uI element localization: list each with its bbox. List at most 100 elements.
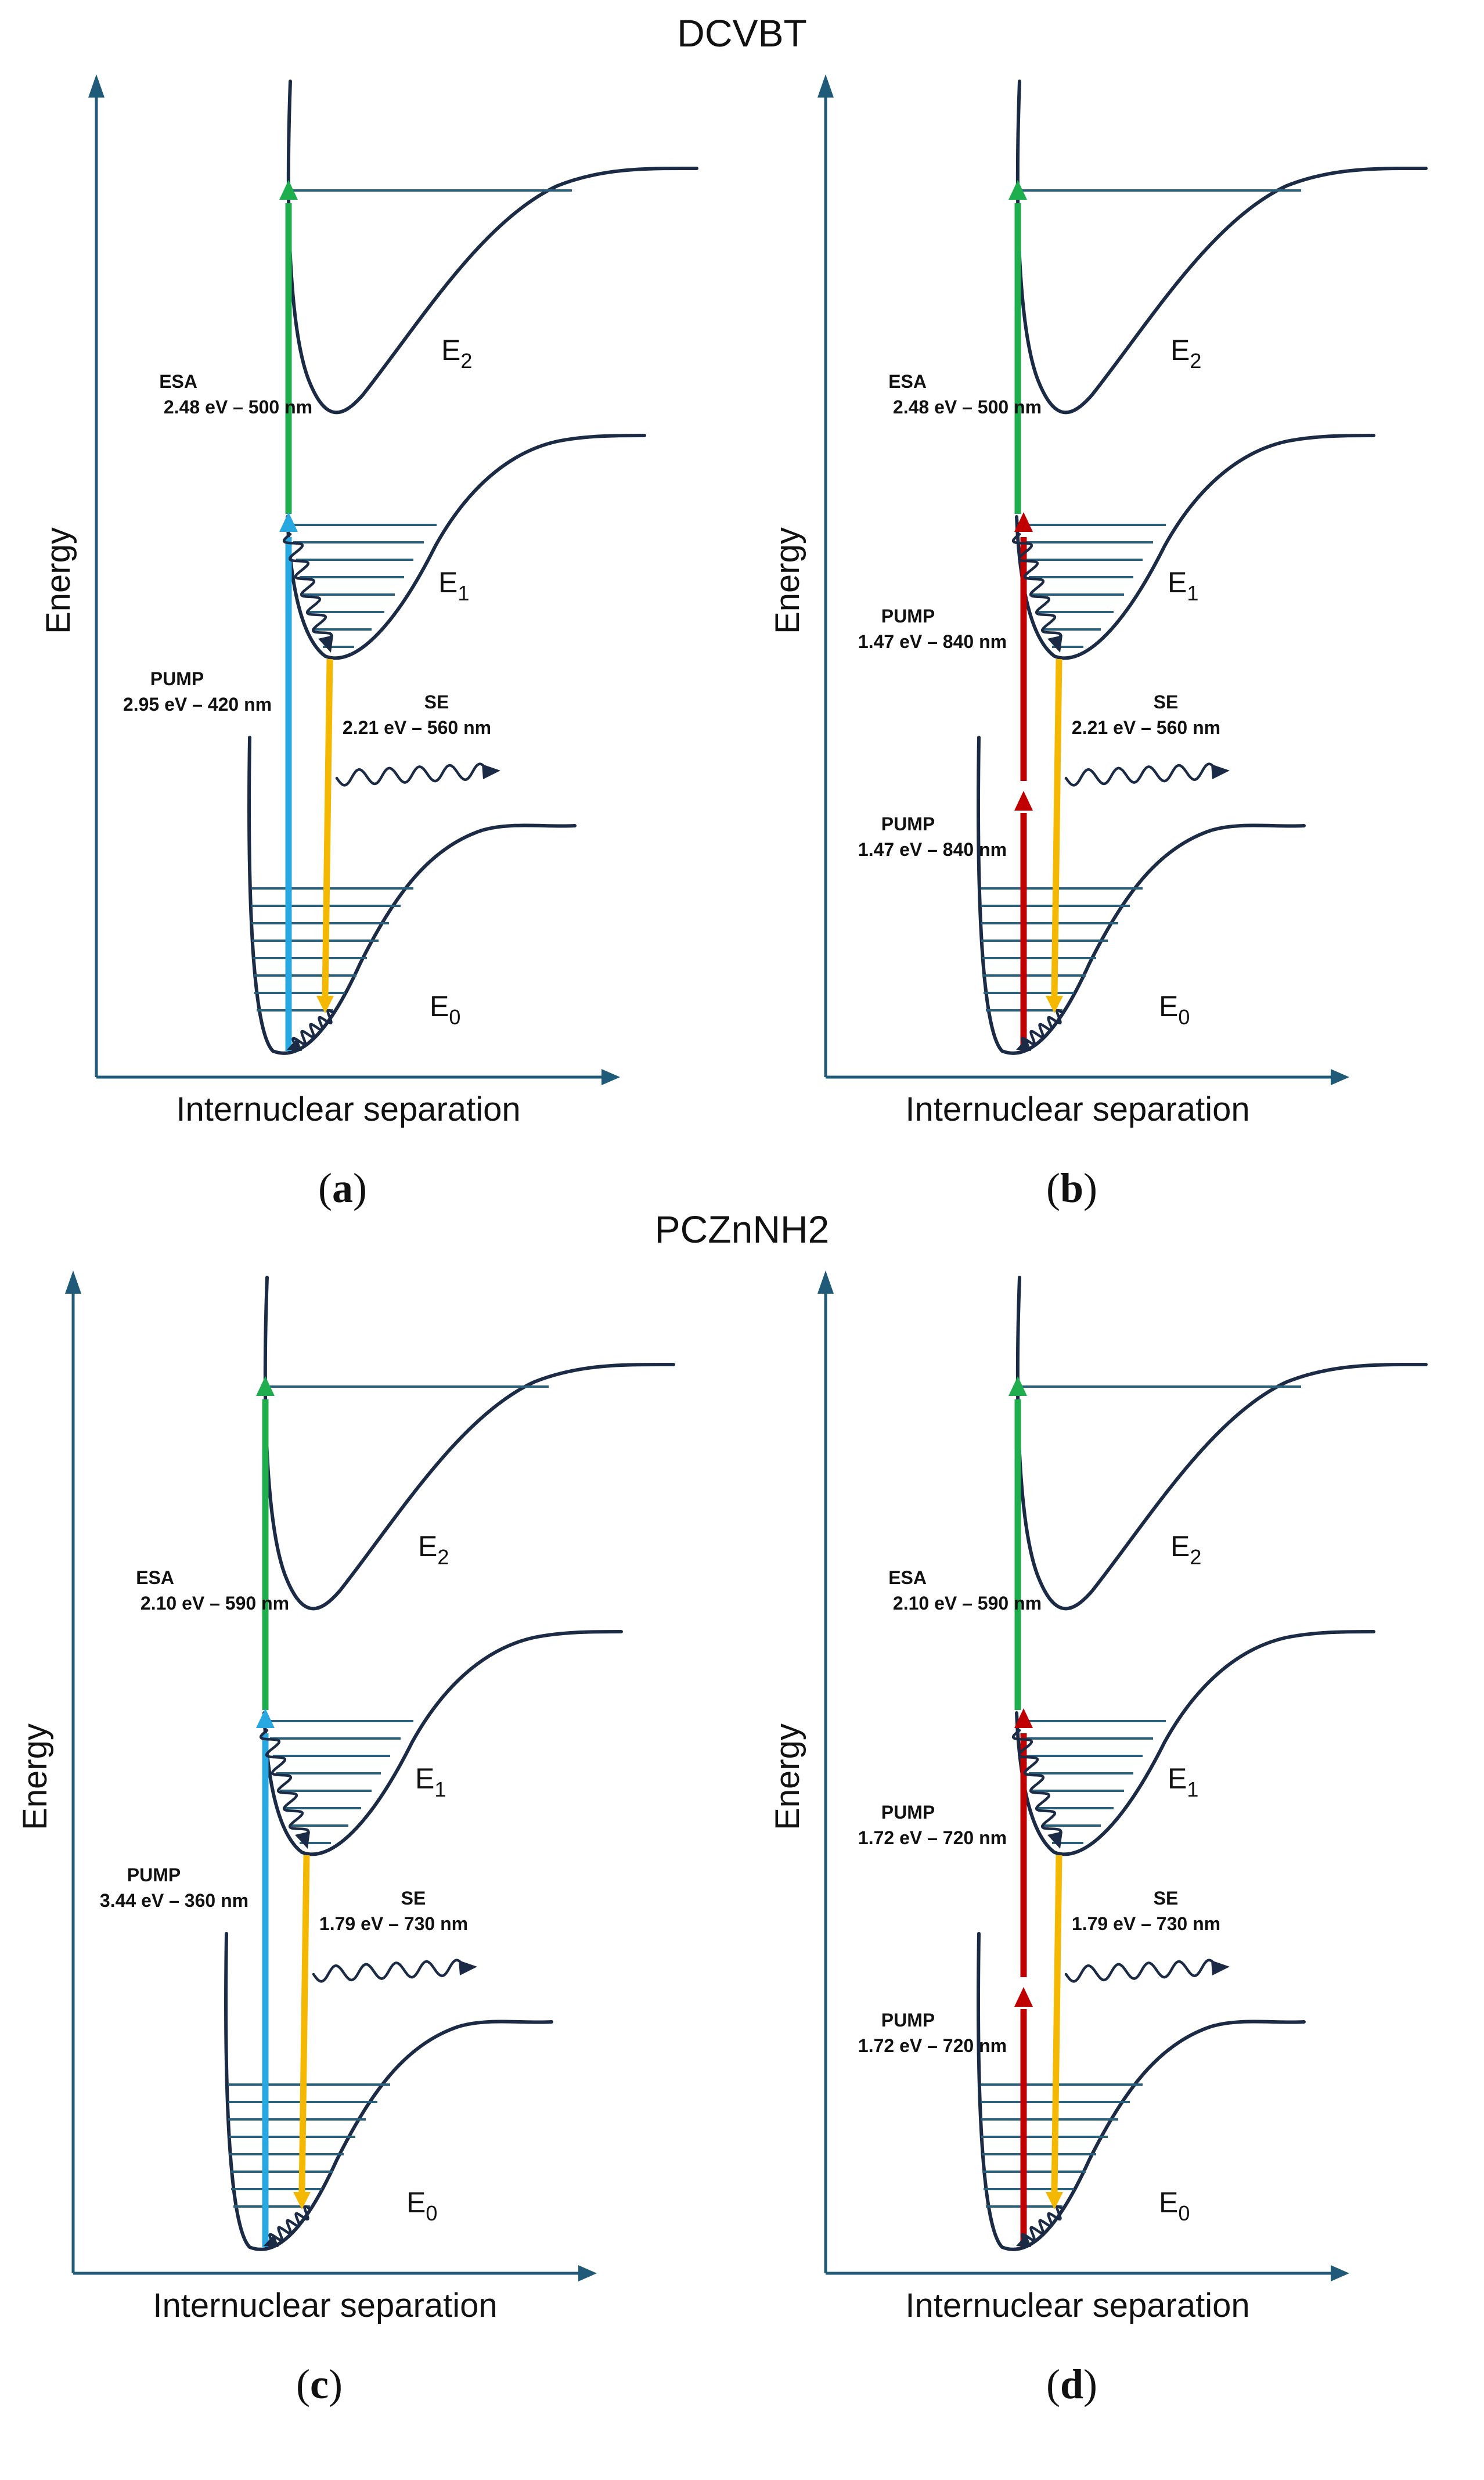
emission-photon-arrow-head [1211, 1960, 1230, 1975]
axes: Energy Internuclear separation [769, 1270, 1349, 2324]
e1-label-letter: E [1168, 1762, 1187, 1795]
panel-caption: (a) [318, 1165, 367, 1211]
se-value: 2.21 eV – 560 nm [1072, 717, 1220, 738]
pump-label: PUMP [127, 1865, 181, 1885]
esa-label: ESA [888, 1567, 927, 1588]
pump-arrow-lower-head [1014, 1987, 1033, 2007]
e2-label: E2 [1170, 334, 1201, 373]
section-title: DCVBT [677, 12, 807, 55]
e0-relaxation-wavy-arrow [1018, 2205, 1065, 2249]
e2-label-letter: E [441, 334, 460, 366]
e1-relaxation-arrow-head [1047, 1831, 1062, 1849]
e1-relaxation-wavy-arrow [1011, 532, 1062, 643]
e0-relaxation-arrow-head [1016, 2234, 1031, 2247]
e1-label-subscript: 1 [458, 581, 469, 605]
caption-letter: c [310, 2361, 329, 2407]
caption-open-paren: ( [1046, 1165, 1060, 1211]
e0-label: E0 [1159, 2186, 1190, 2225]
e1-relaxation-wavy-arrow [1011, 1729, 1062, 1840]
emission-photon-wavy-arrow [335, 762, 489, 787]
e0-label: E0 [1159, 990, 1190, 1029]
e0-label-subscript: 0 [1178, 2201, 1190, 2225]
e0-label-subscript: 0 [426, 2201, 437, 2225]
pump-arrow-upper-head [1014, 1708, 1033, 1728]
e0-potential-curve [977, 736, 1306, 1055]
y-axis-label: Energy [769, 1723, 806, 1830]
e1-relaxation-wavy-arrow [282, 532, 333, 643]
pump-value: 2.95 eV – 420 nm [123, 694, 272, 715]
caption-open-paren: ( [1046, 2361, 1060, 2407]
y-axis-arrow [65, 1270, 81, 1294]
emission-photon-wavy-arrow [1064, 762, 1219, 787]
caption-close-paren: ) [353, 1165, 367, 1211]
emission-photon-wavy-arrow [1064, 1959, 1219, 1983]
e0-potential-curve [224, 1932, 553, 2251]
pump2-value: 1.72 eV – 720 nm [858, 2035, 1007, 2056]
e0-potential-curve [977, 1932, 1306, 2251]
esa-value: 2.48 eV – 500 nm [893, 397, 1042, 417]
emission-photon-wavy-arrow [312, 1959, 466, 1983]
pump-arrow-upper-head [1014, 512, 1033, 532]
caption-close-paren: ) [1083, 2361, 1097, 2407]
e2-label-letter: E [1170, 334, 1190, 366]
esa-value: 2.10 eV – 590 nm [893, 1593, 1042, 1614]
x-axis-arrow [578, 2265, 597, 2281]
pump-label: PUMP [881, 1802, 935, 1823]
caption-close-paren: ) [1083, 1165, 1097, 1211]
x-axis-arrow [1331, 1069, 1349, 1085]
y-axis-label: Energy [39, 527, 77, 634]
e1-label-letter: E [415, 1762, 434, 1795]
se-label: SE [1154, 1888, 1179, 1909]
x-axis-arrow [1331, 2265, 1349, 2281]
y-axis-label: Energy [769, 527, 806, 634]
esa-label: ESA [136, 1567, 174, 1588]
e1-potential-curve [1015, 434, 1375, 660]
e2-label-subscript: 2 [460, 349, 472, 373]
pump2-value: 1.47 eV – 840 nm [858, 839, 1007, 860]
e0-label-subscript: 0 [1178, 1005, 1190, 1029]
e0-label-letter: E [406, 2186, 426, 2219]
e1-label-subscript: 1 [1187, 581, 1198, 605]
e1-label: E1 [438, 566, 469, 605]
e0-relaxation-arrow-head [1016, 1038, 1031, 1051]
e2-label: E2 [441, 334, 472, 373]
e0-relaxation-arrow-head [264, 2234, 279, 2247]
e0-label-letter: E [430, 990, 449, 1023]
se-value: 1.79 eV – 730 nm [319, 1913, 468, 1934]
e0-relaxation-wavy-arrow [265, 2205, 312, 2249]
e1-relaxation-arrow-head [295, 1831, 310, 1849]
y-axis-label: Energy [16, 1723, 54, 1830]
se-label: SE [401, 1888, 426, 1909]
e0-potential-curve [247, 736, 577, 1055]
e2-label-subscript: 2 [1190, 1545, 1201, 1569]
e0-label-subscript: 0 [449, 1005, 460, 1029]
e1-relaxation-arrow-head [1047, 635, 1062, 653]
e2-label-subscript: 2 [1190, 349, 1201, 373]
e1-relaxation-arrow-head [318, 635, 333, 653]
pump-label: PUMP [150, 668, 204, 689]
se-arrow-head [1046, 996, 1063, 1013]
y-axis-arrow [88, 74, 105, 98]
e1-label-subscript: 1 [434, 1777, 446, 1801]
se-arrow [298, 1855, 310, 2193]
panel-caption: (c) [296, 2361, 343, 2407]
e2-label-letter: E [418, 1530, 437, 1563]
caption-open-paren: ( [296, 2361, 310, 2407]
esa-label: ESA [159, 371, 197, 392]
se-value: 2.21 eV – 560 nm [343, 717, 491, 738]
pump-value: 1.47 eV – 840 nm [858, 631, 1007, 652]
emission-photon-arrow-head [1211, 764, 1230, 779]
e0-relaxation-wavy-arrow [289, 1009, 336, 1053]
e2-potential-curve [263, 1276, 675, 1611]
emission-photon-arrow-head [482, 764, 500, 779]
se-arrow [322, 658, 333, 996]
pump-arrow-lower-head [1014, 791, 1033, 811]
panel-caption: (b) [1046, 1165, 1097, 1211]
e0-relaxation-arrow-head [287, 1038, 302, 1051]
y-axis-arrow [817, 1270, 834, 1294]
caption-letter: b [1060, 1165, 1083, 1211]
